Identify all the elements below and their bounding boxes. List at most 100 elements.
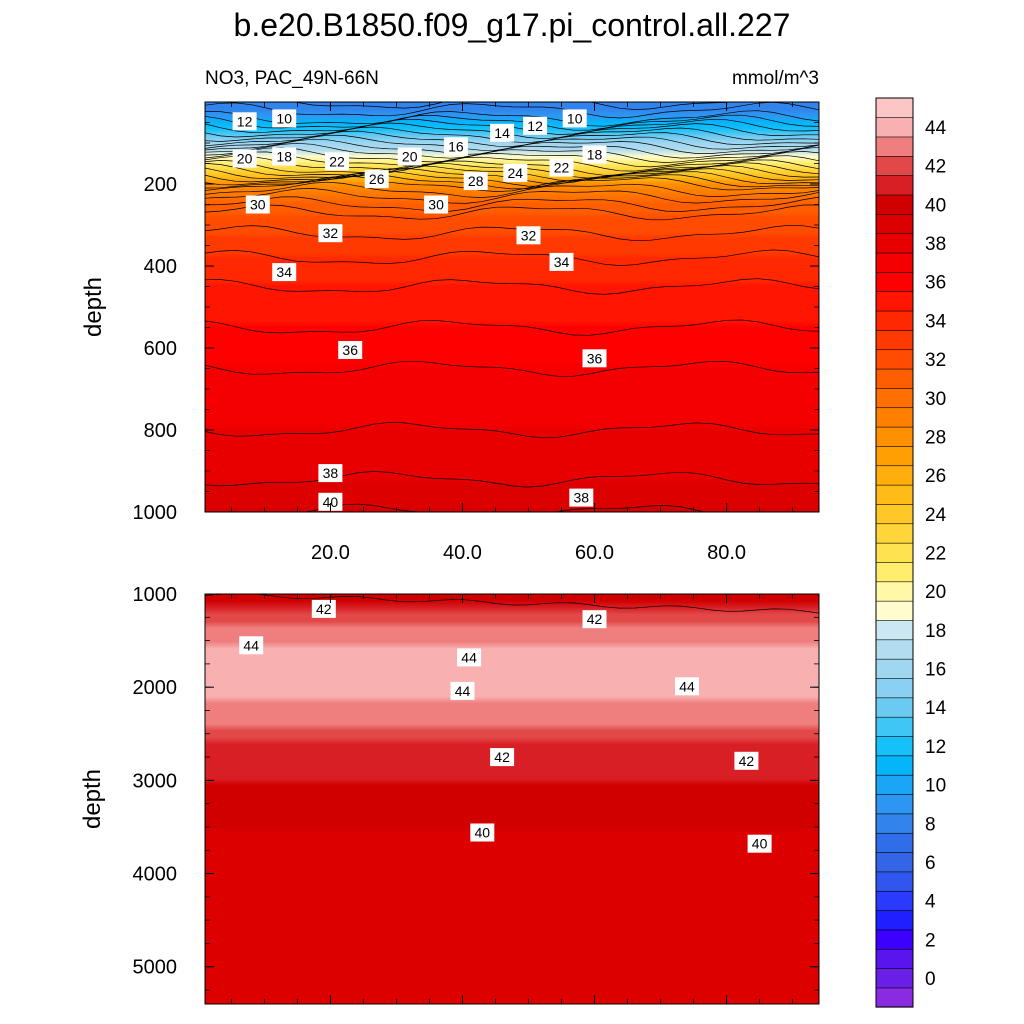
units-label: mmol/m^3 — [732, 68, 819, 89]
colorbar-tick-label: 16 — [925, 660, 946, 681]
colorbar-tick-label: 10 — [925, 776, 946, 797]
contour-line-16 — [205, 134, 819, 151]
contour-line-8 — [293, 102, 735, 110]
contour-label-bg — [272, 263, 297, 282]
upper-contour-label-13: 24 — [503, 163, 528, 182]
upper-contour-label-19: 34 — [272, 263, 297, 282]
colorbar-swatch — [875, 561, 914, 583]
colorbar-tick-label: 8 — [925, 814, 936, 835]
contour-label-text: 32 — [521, 227, 537, 243]
upper-contour-label-24: 38 — [569, 488, 594, 507]
lower-y-axis-label: depth — [79, 769, 106, 829]
contour-label-bg — [516, 226, 541, 245]
colorbar-swatch — [875, 600, 914, 621]
contour-label-text: 18 — [276, 149, 292, 165]
contour-line-18 — [205, 142, 819, 159]
y-tick-label: 4000 — [133, 864, 178, 886]
colorbar-tick-label: 38 — [925, 234, 946, 255]
x-tick-label: 60.0 — [575, 542, 614, 564]
contour-line-35 — [205, 278, 819, 295]
colorbar-swatch — [875, 252, 914, 273]
colorbar-swatch — [875, 503, 914, 525]
upper-contour-label-0: 12 — [232, 112, 257, 131]
contour-line-32 — [205, 204, 819, 221]
colorbar-swatch — [875, 581, 914, 602]
contour-label-text: 24 — [508, 165, 524, 181]
contour-line-27 — [205, 173, 819, 190]
contour-line-19 — [205, 146, 819, 163]
colorbar-tick-label: 0 — [925, 969, 936, 990]
contour-label-bg — [549, 252, 574, 271]
colorbar-swatch — [875, 233, 914, 254]
upper-contour-label-15: 30 — [245, 195, 270, 214]
colorbar-swatch — [875, 465, 914, 486]
colorbar-swatch — [875, 619, 914, 641]
colorbar-tick-label: 20 — [925, 582, 946, 603]
contour-label-text: 32 — [323, 225, 339, 241]
contour-label-bg — [470, 823, 495, 842]
upper-axis-ticks: 200 400 600 800 1000 — [133, 101, 819, 524]
colorbar-swatch — [875, 929, 914, 950]
upper-contour-label-14: 22 — [549, 158, 574, 177]
colorbar-swatch — [875, 871, 914, 892]
contour-label-bg — [397, 147, 422, 166]
contour-label-text: 14 — [494, 125, 510, 141]
contour-label-text: 44 — [461, 649, 477, 665]
colorbar-swatch — [875, 542, 914, 563]
lower-contour-label-8: 40 — [470, 823, 495, 842]
contour-label-bg — [562, 109, 587, 128]
lower-frame — [204, 593, 820, 1005]
lower-field — [205, 594, 819, 1004]
colorbar-tick-label: 30 — [925, 389, 946, 410]
contour-line-10 — [205, 110, 819, 127]
upper-contour-label-21: 36 — [338, 341, 363, 359]
colorbar-tick-label: 6 — [925, 853, 936, 874]
colorbar-swatch — [875, 368, 914, 389]
colorbar-swatch — [875, 697, 914, 718]
colorbar-swatch — [875, 445, 914, 467]
contour-label-text: 10 — [276, 110, 292, 126]
colorbar-swatch — [875, 716, 914, 737]
contour-label-bg — [490, 748, 515, 767]
lower-contour-label-0: 42 — [311, 599, 336, 618]
contour-line-11 — [205, 114, 819, 131]
contour-label-bg — [272, 109, 297, 128]
contour-label-text: 36 — [587, 350, 603, 366]
x-tick-labels: 20.0 40.0 60.0 80.0 — [311, 542, 746, 564]
upper-contour-label-12: 28 — [463, 172, 488, 191]
upper-contour-label-7: 22 — [325, 152, 349, 171]
x-tick-label: 40.0 — [443, 542, 482, 564]
contour-label-bg — [569, 488, 594, 507]
contour-label-text: 30 — [428, 197, 444, 213]
contour-label-bg — [245, 195, 270, 214]
colorbar-tick-label: 4 — [925, 892, 936, 913]
upper-contour-label-22: 36 — [582, 349, 607, 368]
upper-contour-label-11: 26 — [364, 170, 389, 189]
contour-line-28 — [205, 175, 819, 192]
colorbar-tick-label: 34 — [925, 311, 947, 332]
y-tick-label: 400 — [144, 256, 177, 278]
contour-label-text: 36 — [342, 342, 358, 358]
colorbar-swatch — [875, 890, 914, 911]
contour-label-text: 42 — [739, 753, 755, 769]
upper-contour-label-17: 32 — [318, 224, 343, 243]
upper-panel: 12 10 14 12 10 20 18 22 20 16 18 26 28 24 22 30 30 32 32 34… — [80, 101, 820, 524]
lower-contour-label-4: 44 — [450, 681, 475, 700]
contour-label-bg — [325, 152, 349, 171]
contour-label-text: 10 — [567, 110, 583, 126]
contour-line-37 — [205, 360, 819, 377]
upper-contour-label-8: 20 — [397, 147, 422, 166]
colorbar-swatch — [875, 774, 914, 795]
contour-label-bg — [364, 170, 389, 189]
colorbar-frame — [875, 97, 914, 1008]
lower-contour-label-9: 40 — [747, 834, 772, 853]
contour-label-text: 20 — [402, 149, 418, 165]
colorbar-tick-label: 2 — [925, 930, 936, 951]
upper-contour-label-5: 20 — [232, 149, 257, 168]
colorbar-swatch — [875, 407, 914, 428]
lower-contour-label-2: 44 — [239, 636, 264, 655]
contour-label-bg — [582, 145, 607, 164]
lower-axis-ticks: 1000 2000 3000 4000 5000 — [133, 584, 819, 1004]
colorbar-swatch — [875, 271, 914, 292]
colorbar-swatch — [875, 948, 914, 969]
